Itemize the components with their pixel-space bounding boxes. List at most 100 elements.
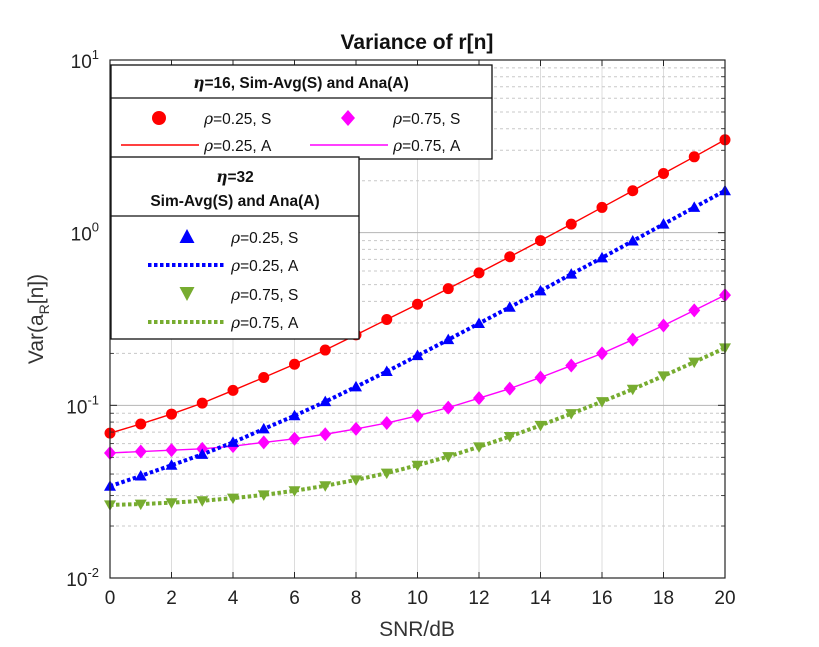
legend-1-entry-2-rho: ρ — [392, 110, 402, 128]
y-tick-label-exp: 0 — [92, 220, 99, 235]
series-point-eta16-diamond — [503, 381, 516, 396]
series-point-eta16-circle — [688, 151, 700, 163]
series-point-eta32-triangle-up — [350, 380, 362, 392]
y-tick-label-base: 10 — [71, 225, 92, 246]
series-point-eta32-triangle-down — [134, 499, 147, 511]
series-point-eta16-circle — [658, 168, 669, 180]
y-tick-label-exp: 1 — [92, 47, 99, 62]
series-point-eta16-circle — [504, 251, 516, 263]
series-point-eta32-triangle-up — [442, 333, 455, 345]
series-point-eta32-triangle-up — [626, 234, 639, 246]
y-axis-label: Var(aR[n]) — [25, 274, 52, 364]
x-tick-label: 12 — [468, 588, 489, 609]
series-layer — [104, 134, 731, 511]
legend-2-entry-1-label: =0.25, S — [240, 230, 298, 247]
x-tick-label: 0 — [105, 588, 116, 609]
legend-eta-16: η=16, Sim-Avg(S) and Ana(A) ρ=0.25, S ρ=… — [110, 64, 493, 160]
series-point-eta32-triangle-up — [380, 365, 393, 377]
series-point-eta16-circle — [319, 344, 331, 356]
series-point-eta16-circle — [227, 384, 239, 396]
y-tick-label: 101 — [71, 47, 99, 73]
legend-2-eta-symbol: η — [216, 167, 227, 186]
series-point-eta16-circle — [289, 358, 300, 370]
legend-2-entry-4-label: =0.75, A — [240, 315, 299, 332]
series-point-eta32-triangle-down — [626, 384, 639, 396]
chart-title: Variance of r[n] — [341, 31, 494, 54]
series-point-eta16-diamond — [319, 427, 332, 442]
series-point-eta32-triangle-up — [227, 436, 239, 447]
series-point-eta32-triangle-down — [350, 475, 362, 486]
series-point-eta32-triangle-up — [657, 218, 670, 229]
series-point-eta16-diamond — [288, 431, 301, 446]
legend-1-eta-symbol: η — [193, 73, 204, 92]
series-point-eta16-circle — [412, 298, 423, 310]
legend-2-header-line-1: η=32 — [216, 167, 254, 186]
y-tick-label: 10-1 — [66, 392, 99, 418]
legend-1-entry-4: ρ=0.75, A — [392, 137, 461, 155]
series-point-eta16-diamond — [596, 346, 608, 361]
series-point-eta16-diamond — [411, 408, 424, 423]
x-axis-label: SNR/dB — [379, 618, 455, 641]
legend-1-entry-1: ρ=0.25, S — [203, 110, 271, 128]
y-axis-label-tail: [n]) — [25, 274, 48, 304]
x-tick-label: 8 — [351, 588, 362, 609]
series-point-eta32-triangle-down — [319, 481, 332, 492]
series-point-eta32-triangle-down — [165, 498, 178, 509]
series-point-eta32-triangle-down — [288, 486, 301, 497]
series-point-eta16-circle — [535, 235, 546, 247]
legend-2-entry-2-label: =0.25, A — [240, 258, 299, 275]
series-point-eta16-diamond — [442, 400, 455, 415]
legend-eta-32: η=32 Sim-Avg(S) and Ana(A) ρ=0.25, S ρ=0… — [110, 156, 360, 340]
legend-2-marker-blue-triangle-up — [179, 229, 195, 243]
x-tick-label: 14 — [530, 588, 552, 609]
series-point-eta32-triangle-up — [534, 284, 547, 296]
y-axis-label-main: Var(a — [25, 314, 48, 364]
legend-2-entry-2-rho: ρ — [230, 257, 240, 275]
series-point-eta16-circle — [473, 267, 485, 279]
series-point-eta32-triangle-up — [473, 317, 485, 328]
series-point-eta16-circle — [196, 397, 208, 409]
series-point-eta32-triangle-down — [596, 397, 608, 408]
series-point-eta16-circle — [596, 201, 608, 213]
y-tick-label: 10-2 — [66, 565, 99, 591]
legend-1-entry-4-label: =0.75, A — [402, 138, 461, 155]
series-point-eta16-diamond — [688, 303, 701, 318]
legend-2-entry-3-label: =0.75, S — [240, 287, 298, 304]
series-point-eta16-circle — [135, 418, 147, 430]
series-point-eta16-circle — [627, 185, 639, 197]
series-point-eta16-diamond — [534, 370, 547, 385]
series-point-eta16-circle — [442, 283, 454, 295]
series-point-eta16-circle — [166, 408, 177, 420]
series-point-eta16-circle — [565, 218, 577, 230]
legend-1-box — [110, 64, 493, 160]
legend-2-marker-green-triangle-down — [179, 287, 195, 301]
y-tick-label-base: 10 — [71, 52, 92, 73]
x-tick-label: 4 — [228, 588, 239, 609]
series-point-eta32-triangle-up — [565, 268, 578, 279]
legend-2-entry-3: ρ=0.75, S — [230, 286, 298, 304]
y-tick-label-base: 10 — [66, 397, 87, 418]
legend-2-entry-1: ρ=0.25, S — [230, 229, 298, 247]
x-tick-label: 10 — [407, 588, 428, 609]
legend-1-header-text: =16, Sim-Avg(S) and Ana(A) — [205, 75, 409, 92]
legend-2-header-line-2: Sim-Avg(S) and Ana(A) — [150, 193, 319, 210]
series-point-eta32-triangle-up — [503, 301, 516, 312]
y-tick-label-base: 10 — [66, 570, 87, 591]
series-point-eta32-triangle-down — [442, 452, 455, 463]
x-tick-label: 16 — [591, 588, 612, 609]
series-point-eta16-diamond — [473, 391, 485, 406]
legend-2-entry-1-rho: ρ — [230, 229, 240, 247]
y-tick-label-exp: -2 — [87, 565, 99, 580]
series-point-eta16-diamond — [657, 318, 670, 333]
series-point-eta16-diamond — [165, 443, 178, 458]
x-tick-label: 2 — [166, 588, 177, 609]
series-line-eta32-5 — [109, 188, 726, 489]
legend-1-marker-magenta-diamond — [341, 110, 355, 126]
legend-2-entry-4: ρ=0.75, A — [230, 314, 299, 332]
series-point-eta32-triangle-up — [134, 469, 147, 481]
legend-2-header-text-1: =32 — [227, 169, 253, 186]
x-tick-label: 18 — [653, 588, 674, 609]
series-point-eta16-diamond — [350, 421, 362, 436]
